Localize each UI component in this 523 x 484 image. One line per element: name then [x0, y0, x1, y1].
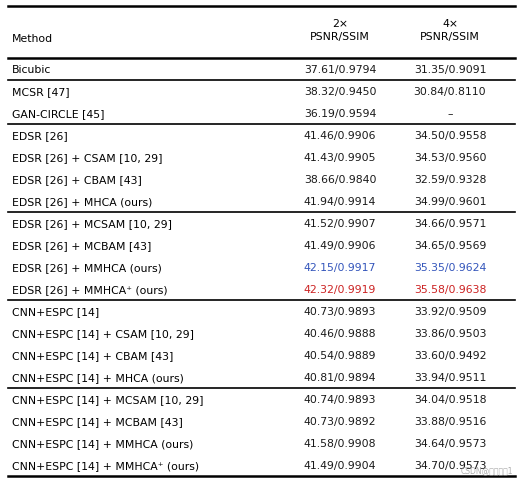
Text: EDSR [26] + MMHCA⁺ (ours): EDSR [26] + MMHCA⁺ (ours) [12, 285, 168, 294]
Text: 34.66/0.9571: 34.66/0.9571 [414, 219, 486, 228]
Text: 41.49/0.9906: 41.49/0.9906 [304, 241, 376, 251]
Text: EDSR [26]: EDSR [26] [12, 131, 68, 141]
Text: CSDN@小杨小東1: CSDN@小杨小東1 [460, 465, 513, 474]
Text: EDSR [26] + CSAM [10, 29]: EDSR [26] + CSAM [10, 29] [12, 152, 163, 163]
Text: 41.94/0.9914: 41.94/0.9914 [304, 197, 376, 207]
Text: Method: Method [12, 34, 53, 44]
Text: 34.65/0.9569: 34.65/0.9569 [414, 241, 486, 251]
Text: 2×
PSNR/SSIM: 2× PSNR/SSIM [310, 19, 370, 42]
Text: 40.73/0.9893: 40.73/0.9893 [304, 306, 376, 317]
Text: 31.35/0.9091: 31.35/0.9091 [414, 65, 486, 75]
Text: 40.54/0.9889: 40.54/0.9889 [304, 350, 376, 360]
Text: CNN+ESPC [14] + MHCA (ours): CNN+ESPC [14] + MHCA (ours) [12, 372, 184, 382]
Text: 40.74/0.9893: 40.74/0.9893 [304, 394, 376, 404]
Text: 33.86/0.9503: 33.86/0.9503 [414, 328, 486, 338]
Text: 34.04/0.9518: 34.04/0.9518 [414, 394, 486, 404]
Text: 41.49/0.9904: 41.49/0.9904 [304, 460, 376, 470]
Text: 33.94/0.9511: 33.94/0.9511 [414, 372, 486, 382]
Text: 33.88/0.9516: 33.88/0.9516 [414, 416, 486, 426]
Text: 34.64/0.9573: 34.64/0.9573 [414, 438, 486, 448]
Text: 38.66/0.9840: 38.66/0.9840 [304, 175, 376, 184]
Text: 41.58/0.9908: 41.58/0.9908 [304, 438, 376, 448]
Text: EDSR [26] + MCSAM [10, 29]: EDSR [26] + MCSAM [10, 29] [12, 219, 172, 228]
Text: 36.19/0.9594: 36.19/0.9594 [304, 109, 376, 119]
Text: CNN+ESPC [14] + CSAM [10, 29]: CNN+ESPC [14] + CSAM [10, 29] [12, 328, 194, 338]
Text: EDSR [26] + MHCA (ours): EDSR [26] + MHCA (ours) [12, 197, 152, 207]
Text: MCSR [47]: MCSR [47] [12, 87, 70, 97]
Text: 41.43/0.9905: 41.43/0.9905 [304, 152, 376, 163]
Text: CNN+ESPC [14] + MCSAM [10, 29]: CNN+ESPC [14] + MCSAM [10, 29] [12, 394, 203, 404]
Text: –: – [447, 109, 453, 119]
Text: 34.50/0.9558: 34.50/0.9558 [414, 131, 486, 141]
Text: CNN+ESPC [14] + CBAM [43]: CNN+ESPC [14] + CBAM [43] [12, 350, 174, 360]
Text: 38.32/0.9450: 38.32/0.9450 [304, 87, 376, 97]
Text: 34.53/0.9560: 34.53/0.9560 [414, 152, 486, 163]
Text: 37.61/0.9794: 37.61/0.9794 [304, 65, 376, 75]
Text: CNN+ESPC [14]: CNN+ESPC [14] [12, 306, 99, 317]
Text: CNN+ESPC [14] + MMHCA⁺ (ours): CNN+ESPC [14] + MMHCA⁺ (ours) [12, 460, 199, 470]
Text: 34.99/0.9601: 34.99/0.9601 [414, 197, 486, 207]
Text: CNN+ESPC [14] + MMHCA (ours): CNN+ESPC [14] + MMHCA (ours) [12, 438, 194, 448]
Text: 35.58/0.9638: 35.58/0.9638 [414, 285, 486, 294]
Text: 40.73/0.9892: 40.73/0.9892 [304, 416, 376, 426]
Text: EDSR [26] + CBAM [43]: EDSR [26] + CBAM [43] [12, 175, 142, 184]
Text: 30.84/0.8110: 30.84/0.8110 [414, 87, 486, 97]
Text: 41.46/0.9906: 41.46/0.9906 [304, 131, 376, 141]
Text: Bicubic: Bicubic [12, 65, 51, 75]
Text: EDSR [26] + MCBAM [43]: EDSR [26] + MCBAM [43] [12, 241, 151, 251]
Text: 33.92/0.9509: 33.92/0.9509 [414, 306, 486, 317]
Text: 35.35/0.9624: 35.35/0.9624 [414, 262, 486, 272]
Text: 40.46/0.9888: 40.46/0.9888 [304, 328, 376, 338]
Text: 42.15/0.9917: 42.15/0.9917 [304, 262, 376, 272]
Text: EDSR [26] + MMHCA (ours): EDSR [26] + MMHCA (ours) [12, 262, 162, 272]
Text: CNN+ESPC [14] + MCBAM [43]: CNN+ESPC [14] + MCBAM [43] [12, 416, 183, 426]
Text: 34.70/0.9573: 34.70/0.9573 [414, 460, 486, 470]
Text: GAN-CIRCLE [45]: GAN-CIRCLE [45] [12, 109, 105, 119]
Text: 4×
PSNR/SSIM: 4× PSNR/SSIM [420, 19, 480, 42]
Text: 33.60/0.9492: 33.60/0.9492 [414, 350, 486, 360]
Text: 32.59/0.9328: 32.59/0.9328 [414, 175, 486, 184]
Text: 40.81/0.9894: 40.81/0.9894 [304, 372, 376, 382]
Text: 42.32/0.9919: 42.32/0.9919 [304, 285, 376, 294]
Text: 41.52/0.9907: 41.52/0.9907 [304, 219, 376, 228]
